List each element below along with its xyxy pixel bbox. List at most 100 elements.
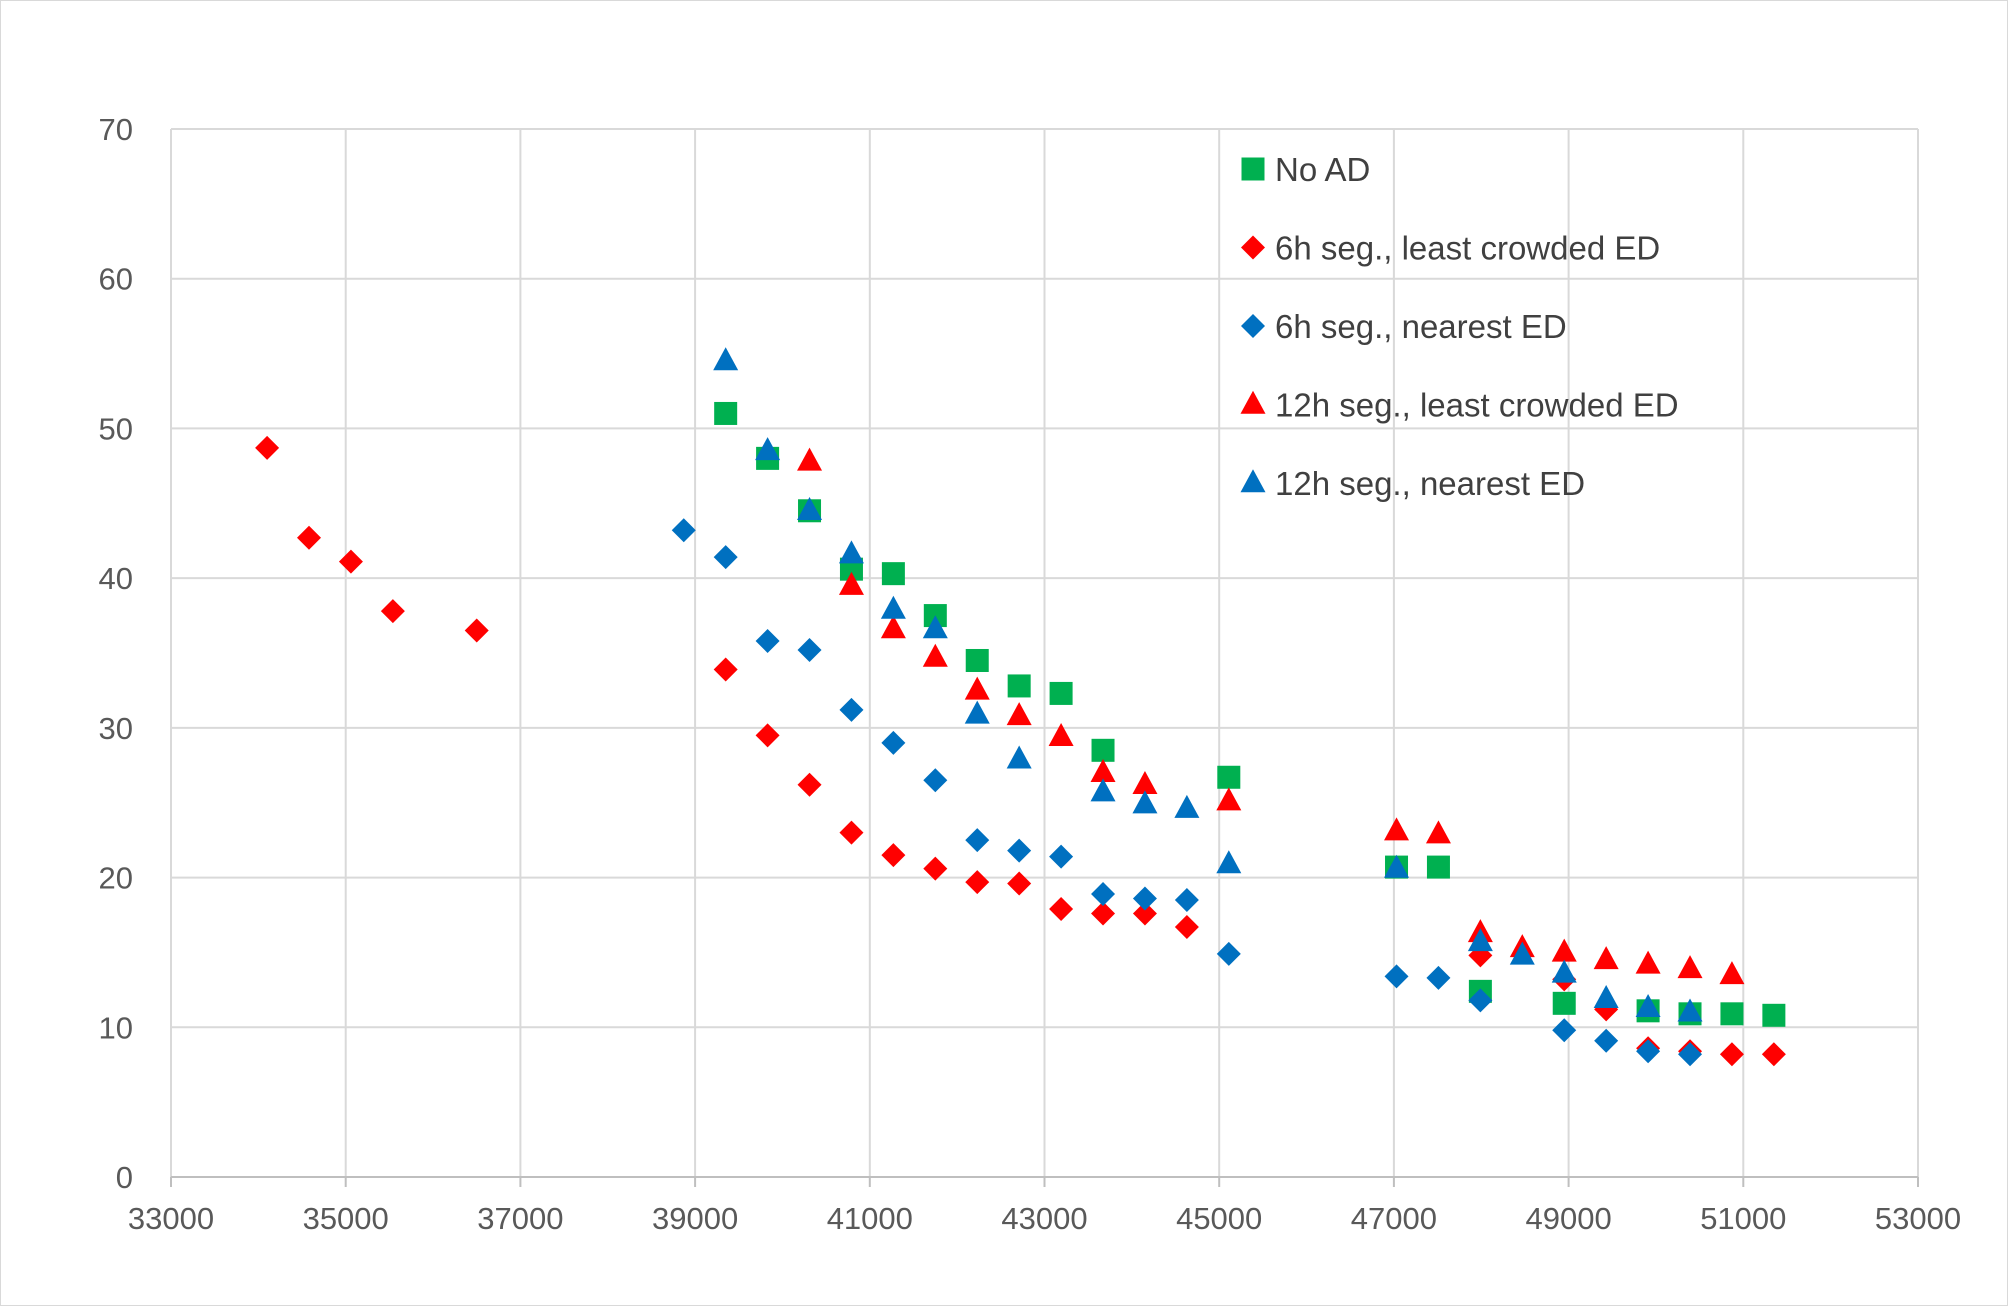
data-point-square xyxy=(1007,674,1031,698)
x-tick-label: 35000 xyxy=(303,1201,389,1236)
x-tick-label: 45000 xyxy=(1176,1201,1262,1236)
series-3 xyxy=(797,447,1745,985)
data-point-triangle xyxy=(964,676,990,700)
y-tick-label: 30 xyxy=(99,711,133,746)
legend-marker-diamond xyxy=(1241,235,1265,260)
axes xyxy=(170,1176,1919,1187)
data-point-diamond xyxy=(1091,882,1116,907)
data-point-diamond xyxy=(1132,901,1157,926)
data-point-diamond xyxy=(965,870,990,895)
data-point-triangle xyxy=(1006,702,1032,726)
data-point-diamond xyxy=(1007,871,1032,896)
data-point-triangle xyxy=(1132,770,1158,794)
x-tick-label: 33000 xyxy=(128,1201,214,1236)
data-point-diamond xyxy=(1761,1042,1786,1067)
legend-label: 12h seg., nearest ED xyxy=(1275,465,1585,502)
x-tick-label: 49000 xyxy=(1525,1201,1611,1236)
gridlines xyxy=(170,128,1919,1177)
tick-labels: 33000 35000 37000 39000 41000 43000 45000 47000… xyxy=(99,112,1962,1236)
data-point-diamond xyxy=(755,723,780,748)
data-point-diamond xyxy=(671,518,696,543)
legend-item-2: 6h seg., nearest ED xyxy=(1241,308,1567,345)
legend-label: 6h seg., nearest ED xyxy=(1275,308,1567,345)
data-point-triangle xyxy=(1635,994,1661,1018)
data-point-square xyxy=(1720,1002,1744,1026)
x-tick-label: 47000 xyxy=(1351,1201,1437,1236)
data-point-diamond xyxy=(1091,901,1116,926)
data-points xyxy=(255,347,1786,1067)
data-point-triangle xyxy=(1006,745,1032,769)
data-point-diamond xyxy=(1007,838,1032,863)
legend-marker-triangle xyxy=(1240,390,1266,414)
data-point-square xyxy=(1426,855,1450,879)
data-point-triangle xyxy=(1551,938,1577,962)
y-tick-label: 40 xyxy=(99,561,133,596)
data-point-triangle xyxy=(922,615,948,639)
data-point-triangle xyxy=(1551,959,1577,983)
data-point-triangle xyxy=(1677,998,1703,1022)
data-point-diamond xyxy=(297,525,322,550)
series-4 xyxy=(713,347,1703,1022)
data-point-diamond xyxy=(1049,844,1074,869)
data-point-diamond xyxy=(839,820,864,845)
x-tick-label: 37000 xyxy=(477,1201,563,1236)
data-point-diamond xyxy=(1426,965,1451,990)
data-point-triangle xyxy=(880,615,906,639)
data-point-triangle xyxy=(1174,794,1200,818)
data-point-triangle xyxy=(880,595,906,619)
data-point-diamond xyxy=(881,730,906,755)
data-point-triangle xyxy=(1090,778,1116,802)
data-point-diamond xyxy=(1384,964,1409,989)
data-point-triangle xyxy=(1384,817,1410,841)
data-point-triangle xyxy=(838,571,864,595)
x-tick-label: 53000 xyxy=(1875,1201,1961,1236)
legend-label: 6h seg., least crowded ED xyxy=(1275,230,1660,267)
data-point-triangle xyxy=(838,540,864,564)
data-point-diamond xyxy=(1719,1042,1744,1067)
data-point-triangle xyxy=(1048,723,1074,747)
y-tick-label: 50 xyxy=(99,411,133,446)
data-point-square xyxy=(1091,738,1115,762)
data-point-square xyxy=(881,562,905,586)
legend-label: 12h seg., least crowded ED xyxy=(1275,387,1679,424)
data-point-triangle xyxy=(1593,985,1619,1009)
data-point-triangle xyxy=(1719,961,1745,985)
legend-marker-square xyxy=(1241,157,1265,181)
data-point-diamond xyxy=(797,638,822,663)
data-point-diamond xyxy=(965,828,990,853)
data-point-triangle xyxy=(1216,787,1242,811)
series-1 xyxy=(255,435,1786,1067)
data-point-diamond xyxy=(923,768,948,793)
data-point-square xyxy=(714,401,738,425)
data-point-diamond xyxy=(713,657,738,682)
data-point-triangle xyxy=(1509,941,1535,965)
data-point-triangle xyxy=(1132,790,1158,814)
y-tick-label: 60 xyxy=(99,262,133,297)
data-point-square xyxy=(1049,681,1073,705)
y-tick-label: 70 xyxy=(99,112,133,147)
data-point-diamond xyxy=(1636,1039,1661,1064)
data-point-triangle xyxy=(1467,928,1493,952)
data-point-triangle xyxy=(797,496,823,520)
data-point-diamond xyxy=(255,435,280,460)
data-point-diamond xyxy=(1174,914,1199,939)
data-point-diamond xyxy=(713,545,738,570)
legend-item-3: 12h seg., least crowded ED xyxy=(1240,387,1679,424)
data-point-diamond xyxy=(881,843,906,868)
data-point-diamond xyxy=(839,697,864,722)
data-point-square xyxy=(965,648,989,672)
legend-item-1: 6h seg., least crowded ED xyxy=(1241,230,1660,267)
data-point-diamond xyxy=(464,618,489,643)
legend-item-0: No AD xyxy=(1241,151,1370,188)
data-point-diamond xyxy=(380,599,405,624)
data-point-triangle xyxy=(1593,946,1619,970)
data-point-triangle xyxy=(1635,950,1661,974)
legend-item-4: 12h seg., nearest ED xyxy=(1240,465,1585,502)
data-point-diamond xyxy=(1468,988,1493,1013)
data-point-square xyxy=(839,557,863,581)
data-point-diamond xyxy=(1552,1018,1577,1043)
data-point-diamond xyxy=(338,549,363,574)
data-point-square xyxy=(1217,765,1241,789)
